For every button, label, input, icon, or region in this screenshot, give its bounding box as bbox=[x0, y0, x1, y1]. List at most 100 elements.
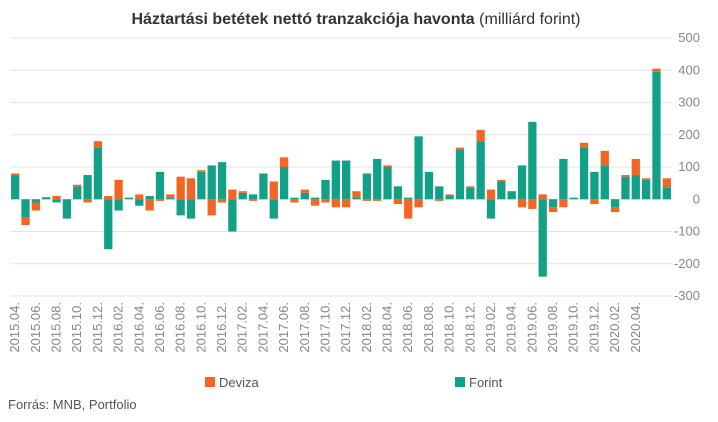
x-tick-label: 2015.06. bbox=[28, 302, 43, 353]
bar bbox=[476, 129, 485, 142]
bar bbox=[259, 173, 268, 200]
bar bbox=[610, 207, 620, 213]
bar bbox=[621, 175, 630, 177]
legend-label: Forint bbox=[469, 375, 503, 390]
bar bbox=[662, 187, 671, 200]
bar bbox=[393, 186, 403, 200]
bar bbox=[135, 194, 144, 200]
legend-label: Deviza bbox=[219, 375, 260, 390]
x-tick-label: 2016.10. bbox=[193, 302, 208, 353]
x-tick-label: 2020.04. bbox=[628, 302, 643, 353]
bar bbox=[228, 189, 237, 200]
bar bbox=[631, 158, 640, 176]
bar bbox=[559, 158, 568, 200]
y-tick-label: -100 bbox=[674, 224, 700, 239]
x-tick-label: 2015.12. bbox=[90, 302, 105, 353]
bar bbox=[135, 199, 144, 206]
x-tick-label: 2017.10. bbox=[317, 302, 332, 353]
bar bbox=[548, 207, 558, 213]
bar bbox=[652, 68, 661, 72]
bar bbox=[579, 147, 589, 200]
bar bbox=[31, 199, 40, 203]
bar bbox=[517, 165, 527, 200]
bar bbox=[642, 178, 651, 180]
bar bbox=[435, 186, 444, 200]
x-tick-label: 2019.12. bbox=[586, 302, 601, 353]
x-tick-label: 2018.08. bbox=[421, 302, 436, 353]
bar bbox=[186, 178, 196, 200]
chart-title: Háztartási betétek nettó tranzakciója ha… bbox=[131, 11, 474, 28]
bar bbox=[31, 202, 40, 211]
bar bbox=[383, 167, 392, 200]
bar bbox=[248, 199, 258, 201]
bar bbox=[300, 189, 309, 193]
bar bbox=[590, 199, 599, 205]
bar bbox=[331, 160, 340, 200]
bar bbox=[321, 199, 330, 203]
bar bbox=[207, 199, 216, 216]
bar bbox=[269, 199, 278, 219]
bar bbox=[414, 136, 423, 200]
bar bbox=[435, 199, 444, 201]
source: Forrás: MNB, Portfolio bbox=[8, 397, 137, 412]
bar bbox=[404, 197, 413, 200]
bar bbox=[217, 162, 227, 200]
bar bbox=[528, 121, 537, 200]
bar bbox=[466, 186, 475, 188]
bar bbox=[290, 197, 299, 200]
bar bbox=[517, 199, 527, 208]
x-tick-label: 2017.02. bbox=[235, 302, 250, 353]
bar bbox=[228, 199, 237, 232]
chart-title-line: Háztartási betétek nettó tranzakciója ha… bbox=[131, 11, 580, 28]
bar bbox=[311, 197, 320, 200]
bar bbox=[279, 167, 289, 200]
bar bbox=[569, 197, 578, 200]
bar bbox=[538, 199, 547, 277]
bar bbox=[445, 194, 454, 197]
bar bbox=[486, 199, 496, 219]
bar bbox=[73, 186, 82, 200]
bar bbox=[21, 199, 30, 217]
x-tick-label: 2018.04. bbox=[380, 302, 395, 353]
bar bbox=[486, 189, 496, 200]
bar bbox=[83, 199, 92, 203]
bar bbox=[114, 179, 123, 200]
bar bbox=[631, 175, 640, 200]
bar bbox=[331, 199, 340, 208]
bar bbox=[269, 181, 278, 200]
x-tick-label: 2019.02. bbox=[483, 302, 498, 353]
x-tick-label: 2019.04. bbox=[504, 302, 519, 353]
bar bbox=[393, 199, 403, 205]
bar bbox=[321, 179, 330, 200]
x-tick-label: 2018.10. bbox=[442, 302, 457, 353]
bar bbox=[73, 184, 82, 187]
y-tick-label: 100 bbox=[678, 159, 700, 174]
x-tick-label: 2018.06. bbox=[400, 302, 415, 353]
bar bbox=[600, 165, 609, 200]
bar bbox=[373, 158, 382, 200]
x-tick-label: 2019.10. bbox=[566, 302, 581, 353]
bar bbox=[52, 199, 61, 203]
bar bbox=[238, 192, 247, 200]
x-tick-label: 2020.02. bbox=[607, 302, 622, 353]
bar bbox=[600, 150, 609, 166]
legend-swatch bbox=[455, 377, 465, 387]
x-tick-label: 2017.06. bbox=[276, 302, 291, 353]
x-tick-label: 2015.08. bbox=[49, 302, 64, 353]
x-tick-label: 2015.10. bbox=[69, 302, 84, 353]
bar bbox=[445, 196, 454, 200]
bar bbox=[342, 199, 351, 208]
chart-subtitle: (milliárd forint) bbox=[479, 11, 580, 28]
bar bbox=[373, 199, 382, 201]
bar bbox=[186, 199, 196, 219]
x-tick-label: 2016.06. bbox=[152, 302, 167, 353]
bar bbox=[662, 178, 671, 188]
bar bbox=[11, 175, 20, 200]
bar bbox=[528, 199, 537, 209]
bar bbox=[279, 157, 289, 167]
bar bbox=[290, 199, 299, 203]
bar bbox=[311, 199, 320, 206]
bar bbox=[497, 181, 506, 200]
bar bbox=[155, 199, 165, 201]
